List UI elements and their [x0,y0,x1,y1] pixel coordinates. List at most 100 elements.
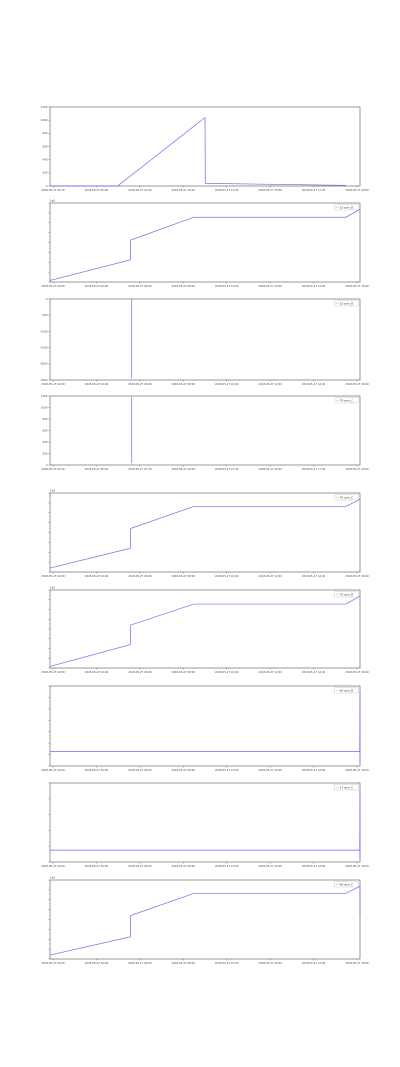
y-tick-label: 1000 [41,405,48,409]
y-tick-label: -2500 [40,378,48,382]
legend-entry: — 70 rpm_C [336,398,353,402]
x-tick-label: 2018-05-27 16:00 [345,382,369,386]
x-tick-label: 2018-05-27 14:00 [302,284,326,288]
x-tick-label: 2018-05-27 02:00 [41,670,65,674]
y-tick-label: 0 [46,184,48,188]
x-tick-label: 2018-05-27 10:00 [215,864,239,868]
y-tick-label: 600 [43,144,48,148]
y-tick-label: 600 [43,428,48,432]
legend-box [334,591,359,598]
x-tick-label: 2018-05-27 02:00 [41,574,65,578]
x-tick-label: 2018-05-27 08:00 [172,284,196,288]
y-tick-label: 1200 [41,105,48,109]
x-tick-label: 2018-05-27 04:00 [85,768,109,772]
x-tick-label: 2018-05-27 02:00 [41,382,65,386]
y-tick-label: 1000 [41,118,48,122]
x-tick-label: 2018-05-27 15:00 [258,467,282,471]
chart-panel-3: -2500 -2000 -1500 -1000 -500 0 2018-05-27 02:0… [40,297,369,386]
x-tick-label: 2018-05-27 02:30 [41,188,65,192]
x-tick-label: 2018-05-27 20:00 [345,467,369,471]
x-tick-label: 2018-05-27 14:00 [302,864,326,868]
x-tick-label: 2018-05-27 04:00 [85,670,109,674]
x-tick-label: 2018-05-27 02:00 [41,768,65,772]
x-tick-label: 2018-05-27 10:00 [215,670,239,674]
y-tick-label: 0 [46,297,48,301]
chart-panel-5: 2018-05-27 02:00 2018-05-27 04:00 2018-05-… [41,489,369,579]
x-tick-label: 2018-05-27 16:00 [345,864,369,868]
legend-entry: — 90 rpm_C [336,882,353,886]
y-tick-label: 200 [43,451,48,455]
x-tick-label: 2018-05-27 08:00 [172,864,196,868]
x-tick-label: 2018-05-27 10:00 [215,768,239,772]
x-tick-label: 2018-05-27 04:00 [85,284,109,288]
legend-entry: — 70 rpm_C [336,495,353,499]
y-tick-label: -2000 [40,362,48,366]
series-line [49,209,361,281]
x-tick-label: 2018-05-27 14:00 [302,670,326,674]
x-tick-label: 2018-05-27 12:00 [258,768,282,772]
series-line [49,499,361,569]
x-tick-label: 2018-05-27 07:30 [128,467,152,471]
y-tick-label: 800 [43,131,48,135]
x-tick-label: 2018-05-27 12:00 [258,284,282,288]
x-tick-label: 2018-05-27 06:00 [128,670,152,674]
y-tick-label: 400 [43,440,48,444]
x-tick-label: 2018-05-27 06:00 [128,961,152,965]
x-tick-label: 2018-05-27 06:00 [128,574,152,578]
x-tick-label: 2018-05-27 02:00 [41,284,65,288]
legend-entry: — 70 rpm_B [336,592,353,596]
axis-offset-label: 1e8 [50,876,55,880]
x-tick-label: 2018-05-27 10:00 [172,467,196,471]
x-tick-label: 2018-05-27 12:30 [215,188,239,192]
x-tick-label: 2018-05-27 17:30 [302,188,326,192]
plot-frame [49,298,361,381]
chart-panel-9: 2018-05-27 02:00 2018-05-27 04:00 2018-05-… [41,876,369,966]
chart-panel-6: 2018-05-27 02:00 2018-05-27 04:00 2018-05-… [41,586,369,675]
legend-entry: — 15 rpm_B [336,301,353,305]
legend-box [334,881,359,888]
x-tick-label: 2018-05-27 12:00 [258,961,282,965]
x-tick-label: 2018-05-27 04:00 [85,864,109,868]
y-tick-label: 1200 [41,394,48,398]
x-tick-label: 2018-05-27 08:00 [172,382,196,386]
series-line [50,789,361,859]
x-tick-label: 2018-05-27 05:00 [85,467,109,471]
x-tick-label: 2018-05-27 12:00 [258,864,282,868]
y-tick-label: 400 [43,158,48,162]
x-tick-label: 2018-05-27 16:00 [345,574,369,578]
chart-panel-4: 0 200 400 600 800 1000 1200 2018-05-27 02:30 201… [41,394,369,471]
legend-box [334,687,359,694]
plot-frame [49,202,361,283]
chart-panel-7: 2018-05-27 02:00 2018-05-27 04:00 2018-05-… [41,685,369,772]
legend-box [334,397,359,404]
x-tick-label: 2018-05-27 16:00 [345,961,369,965]
series-line [49,595,361,667]
x-tick-label: 2018-05-27 10:00 [215,961,239,965]
x-tick-label: 2018-05-27 05:00 [85,188,109,192]
y-tick-label: 200 [43,171,48,175]
y-tick-label: 800 [43,417,48,421]
y-tick-label: 0 [46,463,48,467]
x-tick-label: 2018-05-27 10:00 [215,574,239,578]
series-line [50,692,361,762]
x-tick-label: 2018-05-27 17:30 [302,467,326,471]
x-tick-label: 2018-05-27 12:00 [258,670,282,674]
x-tick-label: 2018-05-27 12:00 [258,382,282,386]
x-tick-label: 2018-05-27 04:00 [85,961,109,965]
legend-entry: — 90 rpm_B [336,688,353,692]
x-tick-label: 2018-05-27 15:00 [258,188,282,192]
plot-frame [49,492,361,573]
x-tick-label: 2018-05-27 20:00 [345,188,369,192]
x-tick-label: 2018-05-27 14:00 [302,382,326,386]
x-tick-label: 2018-05-27 02:00 [41,864,65,868]
y-tick-label: -1000 [40,329,48,333]
x-tick-label: 2018-05-27 07:30 [128,188,152,192]
x-tick-label: 2018-05-27 12:00 [258,574,282,578]
x-tick-label: 2018-05-27 06:00 [128,768,152,772]
x-tick-label: 2018-05-27 08:00 [172,768,196,772]
x-tick-label: 2018-05-27 08:00 [172,670,196,674]
legend-box [334,300,359,307]
plot-frame [49,589,361,669]
x-tick-label: 2018-05-27 10:00 [172,188,196,192]
